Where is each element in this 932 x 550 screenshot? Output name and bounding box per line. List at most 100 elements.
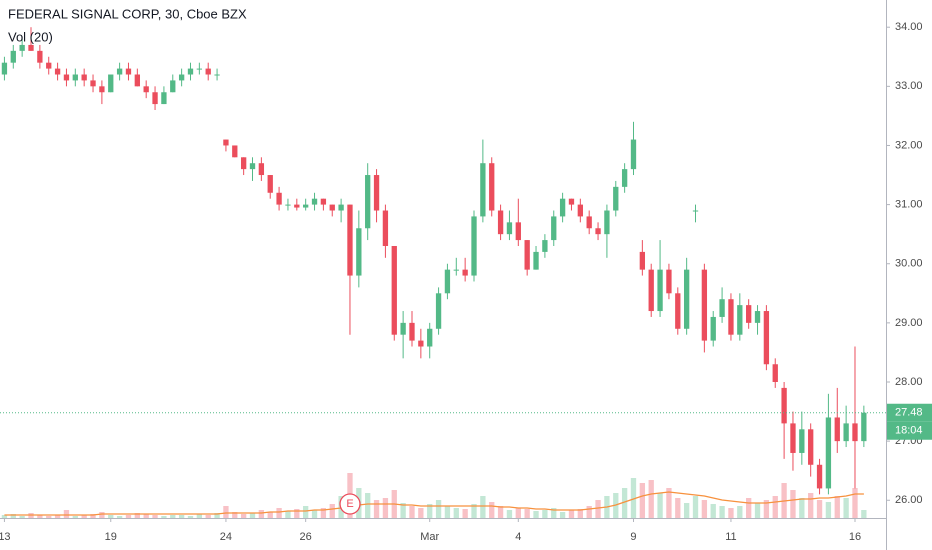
volume-bar [577, 509, 583, 518]
candle-body [489, 163, 495, 211]
candle-body [303, 204, 309, 208]
candle-body [427, 328, 433, 347]
candle-body [772, 364, 778, 382]
volume-bar [825, 502, 832, 518]
volume-bar [648, 480, 654, 518]
candle-body [276, 192, 282, 205]
candle-body [205, 68, 211, 75]
y-tick-label: 33.00 [895, 80, 923, 92]
volume-bar [178, 515, 185, 518]
candle-body [338, 204, 344, 211]
volume-bar [586, 506, 592, 518]
y-tick-label: 31.00 [895, 199, 923, 211]
candle-body [161, 92, 167, 105]
candle-body [728, 299, 734, 335]
volume-bar [675, 498, 681, 518]
candle-body [134, 74, 140, 87]
candle-body [497, 210, 504, 235]
y-tick-label: 26.00 [895, 494, 923, 506]
volume-bar [249, 513, 256, 518]
candle-body [506, 222, 513, 235]
volume-bar [187, 516, 194, 518]
candle-body [861, 412, 867, 442]
candle-body [72, 74, 78, 81]
candle-body [621, 169, 628, 187]
volume-bar [595, 500, 601, 518]
volume-bar [276, 508, 282, 518]
volume-title: Vol (20) [8, 29, 53, 44]
candle-body [763, 311, 770, 365]
volume-bar [816, 500, 823, 518]
candle-body [170, 80, 176, 93]
candle-body [258, 163, 265, 176]
candle-body [240, 157, 247, 170]
candle-body [63, 74, 70, 81]
volume-bar [453, 508, 459, 518]
volume-bar [267, 512, 273, 518]
candle-body [409, 322, 415, 341]
volume-bar [365, 493, 371, 518]
candle-body [790, 423, 796, 453]
volume-bar [37, 515, 43, 518]
x-tick-label: Mar [420, 531, 439, 543]
candle-body [568, 198, 575, 205]
volume-bar [515, 508, 521, 518]
candle-body [648, 269, 654, 312]
candle-body [19, 44, 25, 51]
volume-bar [125, 515, 132, 518]
volume-bar [54, 515, 61, 518]
volume-bar [294, 509, 300, 518]
volume-bar [542, 510, 548, 518]
candle-body [453, 269, 459, 271]
candle-body [719, 299, 725, 317]
volume-bar [418, 508, 424, 518]
candle-body [462, 269, 468, 276]
candle-body [657, 269, 663, 312]
volume-bar [861, 510, 867, 518]
candle-body [285, 204, 291, 206]
candle-body [630, 139, 637, 170]
candle-body [232, 145, 238, 158]
volume-bar [161, 516, 167, 518]
volume-bar [232, 512, 238, 518]
y-tick-label: 32.00 [895, 139, 923, 151]
volume-bar [719, 506, 725, 518]
candle-body [754, 311, 761, 323]
volume-bar [81, 515, 87, 518]
candle-body [143, 86, 149, 93]
candle-body [542, 240, 548, 252]
volume-bar [214, 513, 220, 518]
volume-bar [223, 506, 229, 518]
candle-body [1, 62, 8, 75]
volume-bar [258, 510, 265, 518]
candle-body [524, 240, 530, 270]
y-tick-label: 34.00 [895, 21, 923, 33]
y-tick-label: 28.00 [895, 376, 923, 388]
volume-bar [559, 512, 566, 518]
candle-body [613, 186, 619, 211]
volume-bar [99, 512, 105, 518]
candle-body [382, 210, 389, 246]
volume-bar [737, 506, 743, 518]
volume-ma-line [4, 491, 864, 516]
candle-body [639, 251, 646, 270]
candle-body [683, 269, 690, 329]
volume-bar [471, 504, 477, 518]
x-tick-label: 26 [300, 531, 312, 543]
volume-bar [666, 488, 672, 518]
volume-bar [683, 503, 690, 518]
last-price-label: 27.48 [895, 407, 923, 419]
volume-bar [657, 493, 663, 518]
candle-body [799, 429, 805, 453]
countdown-label: 18:04 [895, 425, 923, 437]
volume-bar [799, 498, 805, 518]
volume-bar [427, 504, 433, 518]
candle-body [435, 293, 442, 329]
volume-bar [480, 496, 486, 518]
volume-bar [533, 511, 539, 518]
candle-body [223, 139, 229, 146]
x-tick-label: 13 [0, 531, 11, 543]
volume-bar [462, 509, 468, 518]
volume-bar [409, 506, 415, 518]
